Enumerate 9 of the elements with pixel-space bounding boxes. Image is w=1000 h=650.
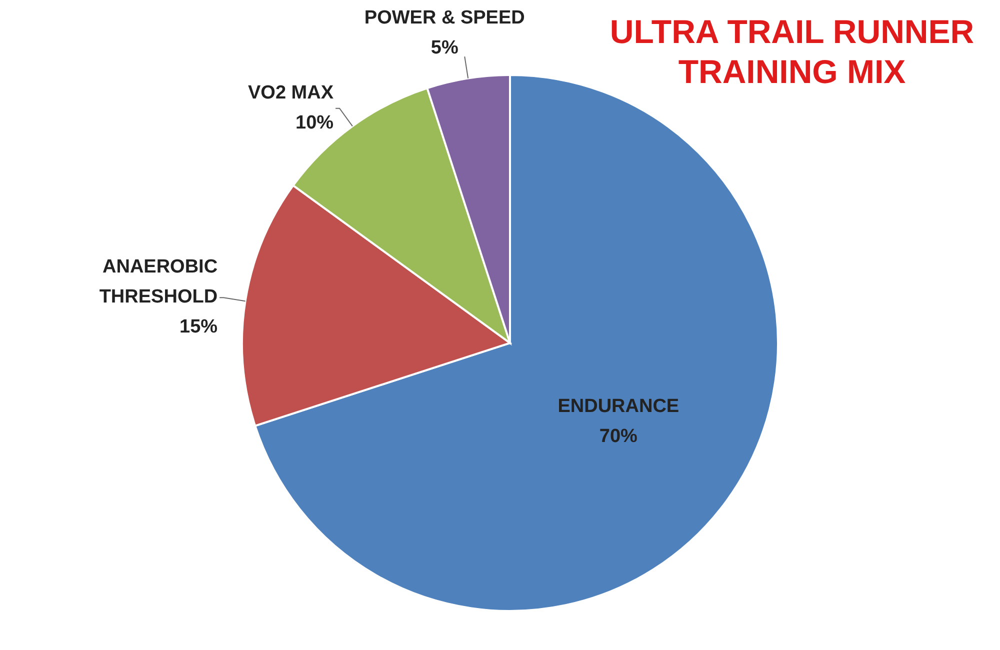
data-label: 10%	[296, 112, 334, 134]
text: ULTRA TRAIL RUNNER TRAINING MIX	[608, 12, 976, 92]
slice-label: ANAEROBIC THRESHOLD	[99, 256, 218, 308]
slice-label: VO2 MAX	[248, 82, 334, 104]
data-label: 5%	[430, 38, 458, 59]
slice-label: POWER & SPEED	[364, 8, 525, 29]
slice-label: ENDURANCE	[558, 396, 680, 417]
data-label: 70%	[599, 426, 638, 447]
data-label: 15%	[180, 316, 218, 338]
